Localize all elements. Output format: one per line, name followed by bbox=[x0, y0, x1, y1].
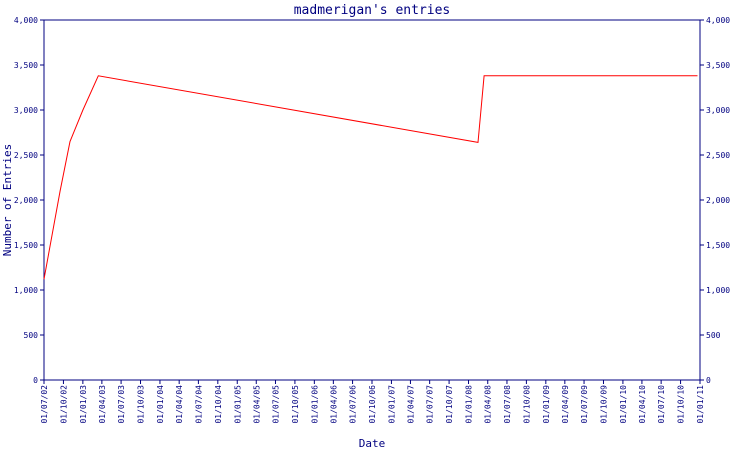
x-tick-label: 01/07/05 bbox=[271, 385, 280, 424]
x-tick-label: 01/04/06 bbox=[329, 385, 338, 424]
y-tick-label-left: 2,000 bbox=[14, 196, 38, 205]
x-tick-label: 01/07/02 bbox=[40, 385, 49, 424]
x-tick-label: 01/04/04 bbox=[175, 385, 184, 424]
y-tick-label-left: 3,000 bbox=[14, 106, 38, 115]
x-tick-label: 01/07/08 bbox=[503, 385, 512, 424]
x-tick-label: 01/04/05 bbox=[252, 385, 261, 424]
y-tick-label-right: 0 bbox=[706, 376, 711, 385]
y-tick-label-right: 4,000 bbox=[706, 16, 730, 25]
x-tick-label: 01/07/03 bbox=[117, 385, 126, 424]
x-axis-title: Date bbox=[359, 437, 386, 450]
y-tick-label-left: 3,500 bbox=[14, 61, 38, 70]
plot-area bbox=[43, 19, 701, 381]
x-tick-label: 01/10/04 bbox=[214, 385, 223, 424]
y-tick-label-left: 0 bbox=[33, 376, 38, 385]
y-tick-label-right: 500 bbox=[706, 331, 721, 340]
x-tick-label: 01/04/08 bbox=[484, 385, 493, 424]
x-tick-label: 01/04/09 bbox=[561, 385, 570, 424]
x-tick-label: 01/07/06 bbox=[349, 385, 358, 424]
x-tick-label: 01/04/07 bbox=[406, 385, 415, 424]
x-tick-label: 01/10/07 bbox=[445, 385, 454, 424]
x-tick-label: 01/01/08 bbox=[465, 385, 474, 424]
x-tick-label: 01/01/05 bbox=[233, 385, 242, 424]
x-tick-label: 01/04/03 bbox=[98, 385, 107, 424]
x-tick-label: 01/04/10 bbox=[638, 385, 647, 424]
x-tick-label: 01/07/09 bbox=[580, 385, 589, 424]
y-tick-label-right: 3,500 bbox=[706, 61, 730, 70]
y-tick-label-right: 2,500 bbox=[706, 151, 730, 160]
x-tick-label: 01/10/08 bbox=[522, 385, 531, 424]
y-tick-label-right: 3,000 bbox=[706, 106, 730, 115]
y-tick-label-right: 2,000 bbox=[706, 196, 730, 205]
x-tick-label: 01/01/09 bbox=[542, 385, 551, 424]
y-tick-label-left: 4,000 bbox=[14, 16, 38, 25]
series-line bbox=[43, 75, 698, 280]
y-tick-label-left: 1,000 bbox=[14, 286, 38, 295]
y-axis-title: Number of Entries bbox=[1, 144, 14, 257]
x-tick-label: 01/01/06 bbox=[310, 385, 319, 424]
x-tick-label: 01/10/02 bbox=[59, 385, 68, 424]
x-tick-label: 01/01/11 bbox=[696, 385, 705, 424]
x-tick-label: 01/10/09 bbox=[599, 385, 608, 424]
x-tick-label: 01/10/05 bbox=[291, 385, 300, 424]
y-tick-label-left: 500 bbox=[24, 331, 39, 340]
x-tick-label: 01/01/04 bbox=[156, 385, 165, 424]
x-tick-label: 01/07/07 bbox=[426, 385, 435, 424]
x-tick-label: 01/07/10 bbox=[657, 385, 666, 424]
x-tick-label: 01/10/10 bbox=[677, 385, 686, 424]
y-tick-label-right: 1,500 bbox=[706, 241, 730, 250]
y-tick-label-left: 1,500 bbox=[14, 241, 38, 250]
x-tick-label: 01/10/03 bbox=[137, 385, 146, 424]
x-tick-label: 01/01/10 bbox=[619, 385, 628, 424]
x-tick-label: 01/10/06 bbox=[368, 385, 377, 424]
x-tick-label: 01/07/04 bbox=[194, 385, 203, 424]
chart-title: madmerigan's entries bbox=[294, 3, 451, 18]
x-tick-label: 01/01/03 bbox=[79, 385, 88, 424]
y-tick-label-right: 1,000 bbox=[706, 286, 730, 295]
y-tick-label-left: 2,500 bbox=[14, 151, 38, 160]
x-tick-label: 01/01/07 bbox=[387, 385, 396, 424]
